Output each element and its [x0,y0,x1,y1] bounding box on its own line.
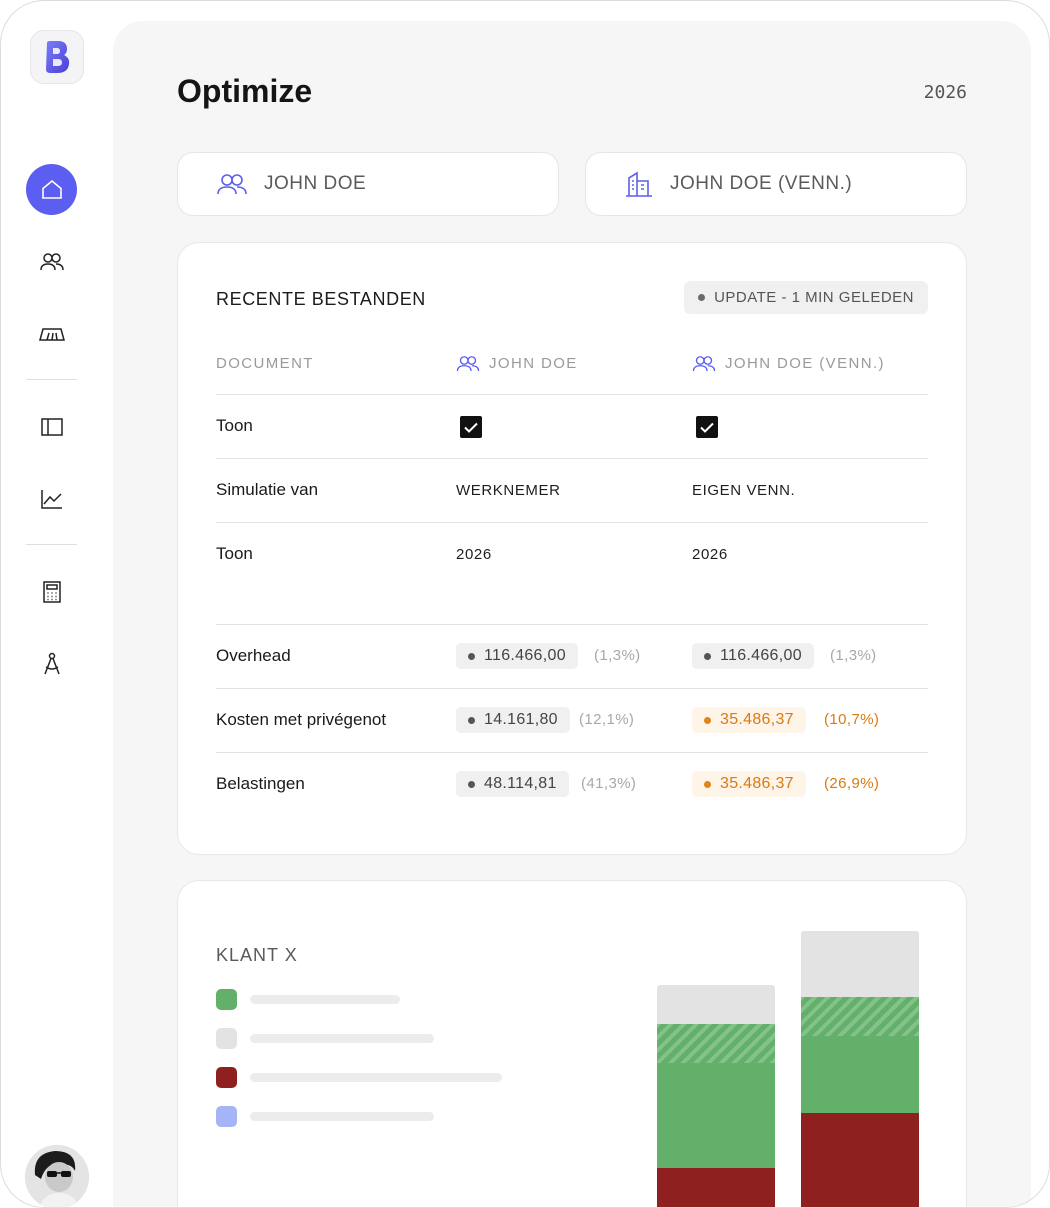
entity-label: JOHN DOE (VENN.) [670,173,853,194]
check-icon [464,422,478,433]
checkbox-company[interactable] [696,416,718,438]
card-title: KLANT X [216,945,298,965]
legend-swatch [216,1067,237,1088]
bar-segment [801,997,919,1036]
entity-card-company[interactable]: JOHN DOE (VENN.) [585,152,967,216]
stacked-bar-chart [178,881,966,1207]
percentage: (12,1%) [579,711,635,728]
column-header-company: JOHN DOE (VENN.) [692,355,885,372]
legend-placeholder [250,1073,502,1082]
checkbox-person[interactable] [460,416,482,438]
simulation-person[interactable]: WERKNEMER [456,482,561,499]
sidebar-item-panel[interactable] [26,401,77,452]
value-pill: 35.486,37 [692,707,806,733]
row-label: Kosten met privégenot [216,710,387,729]
main-content: Optimize 2026 JOHN DOE JOHN DOE (VENN.) … [113,21,1031,1207]
legend-placeholder [250,1034,434,1043]
value-pill: 48.114,81 [456,771,569,797]
value-pill: 116.466,00 [456,643,578,669]
bar-segment [801,1113,919,1207]
compass-icon [43,652,60,674]
year-label[interactable]: 2026 [923,82,967,103]
bar-segment [657,1024,775,1063]
sidebar-item-compass[interactable] [26,638,77,689]
row-divider [216,522,928,523]
update-badge: UPDATE - 1 MIN GELEDEN [684,281,928,314]
ticket-icon [38,327,65,341]
home-icon [41,179,62,199]
year-person[interactable]: 2026 [456,546,492,563]
bar-segment [657,1063,775,1168]
sidebar-panel-icon [40,417,63,436]
sidebar-item-users[interactable] [26,236,77,287]
entity-label: JOHN DOE [264,173,367,194]
status-dot [468,652,475,660]
percentage: (26,9%) [824,775,880,792]
status-dot [704,780,711,788]
column-header-person: JOHN DOE [456,355,578,372]
status-dot [704,652,711,660]
legend-placeholder [250,1112,434,1121]
recent-files-card: RECENTE BESTANDEN UPDATE - 1 MIN GELEDEN… [177,242,967,855]
row-label: Toon [216,416,253,435]
row-label: Simulatie van [216,480,319,499]
percentage: (41,3%) [581,775,637,792]
entity-card-person[interactable]: JOHN DOE [177,152,559,216]
value-pill: 116.466,00 [692,643,814,669]
client-chart-card: KLANT X [177,880,967,1207]
sidebar-divider [26,379,77,380]
sidebar-item-chart[interactable] [26,473,77,524]
row-divider [216,752,928,753]
users-icon [456,356,480,372]
update-text: UPDATE - 1 MIN GELEDEN [714,289,914,306]
calculator-icon [42,580,61,603]
bar-segment [801,931,919,997]
card-title: RECENTE BESTANDEN [216,289,426,309]
users-icon [39,252,64,270]
row-divider [216,688,928,689]
row-divider [216,458,928,459]
row-label: Overhead [216,646,291,665]
legend-placeholder [250,995,400,1004]
user-avatar[interactable] [25,1145,89,1207]
check-icon [700,422,714,433]
simulation-company[interactable]: EIGEN VENN. [692,482,796,499]
user-avatar-photo [25,1145,89,1207]
year-company[interactable]: 2026 [692,546,728,563]
sidebar-item-ticket[interactable] [26,308,77,359]
row-divider [216,624,928,625]
page-title: Optimize [177,73,313,109]
sidebar [1,1,113,1207]
row-label: Toon [216,544,253,563]
bar-segment [657,1167,775,1207]
row-label: Belastingen [216,774,305,793]
users-icon [692,356,716,372]
sidebar-divider [26,544,77,545]
users-icon [217,174,247,195]
line-chart-icon [40,489,62,509]
percentage: (1,3%) [594,647,641,664]
bar-segment [657,985,775,1025]
column-header-document: DOCUMENT [216,355,314,372]
status-dot [468,780,475,788]
percentage: (1,3%) [830,647,877,664]
legend-swatch [216,1028,237,1049]
bar-segment [801,1035,919,1114]
b-logo-icon [46,41,70,73]
legend-swatch [216,1106,237,1127]
building-icon [626,171,652,197]
status-dot [468,716,475,724]
status-dot [698,294,706,301]
value-pill: 14.161,80 [456,707,570,733]
legend-swatch [216,989,237,1010]
row-divider [216,394,928,395]
sidebar-item-home[interactable] [26,164,77,215]
app-logo[interactable] [30,30,84,84]
percentage: (10,7%) [824,711,880,728]
value-pill: 35.486,37 [692,771,806,797]
status-dot [704,716,711,724]
sidebar-item-calculator[interactable] [26,566,77,617]
